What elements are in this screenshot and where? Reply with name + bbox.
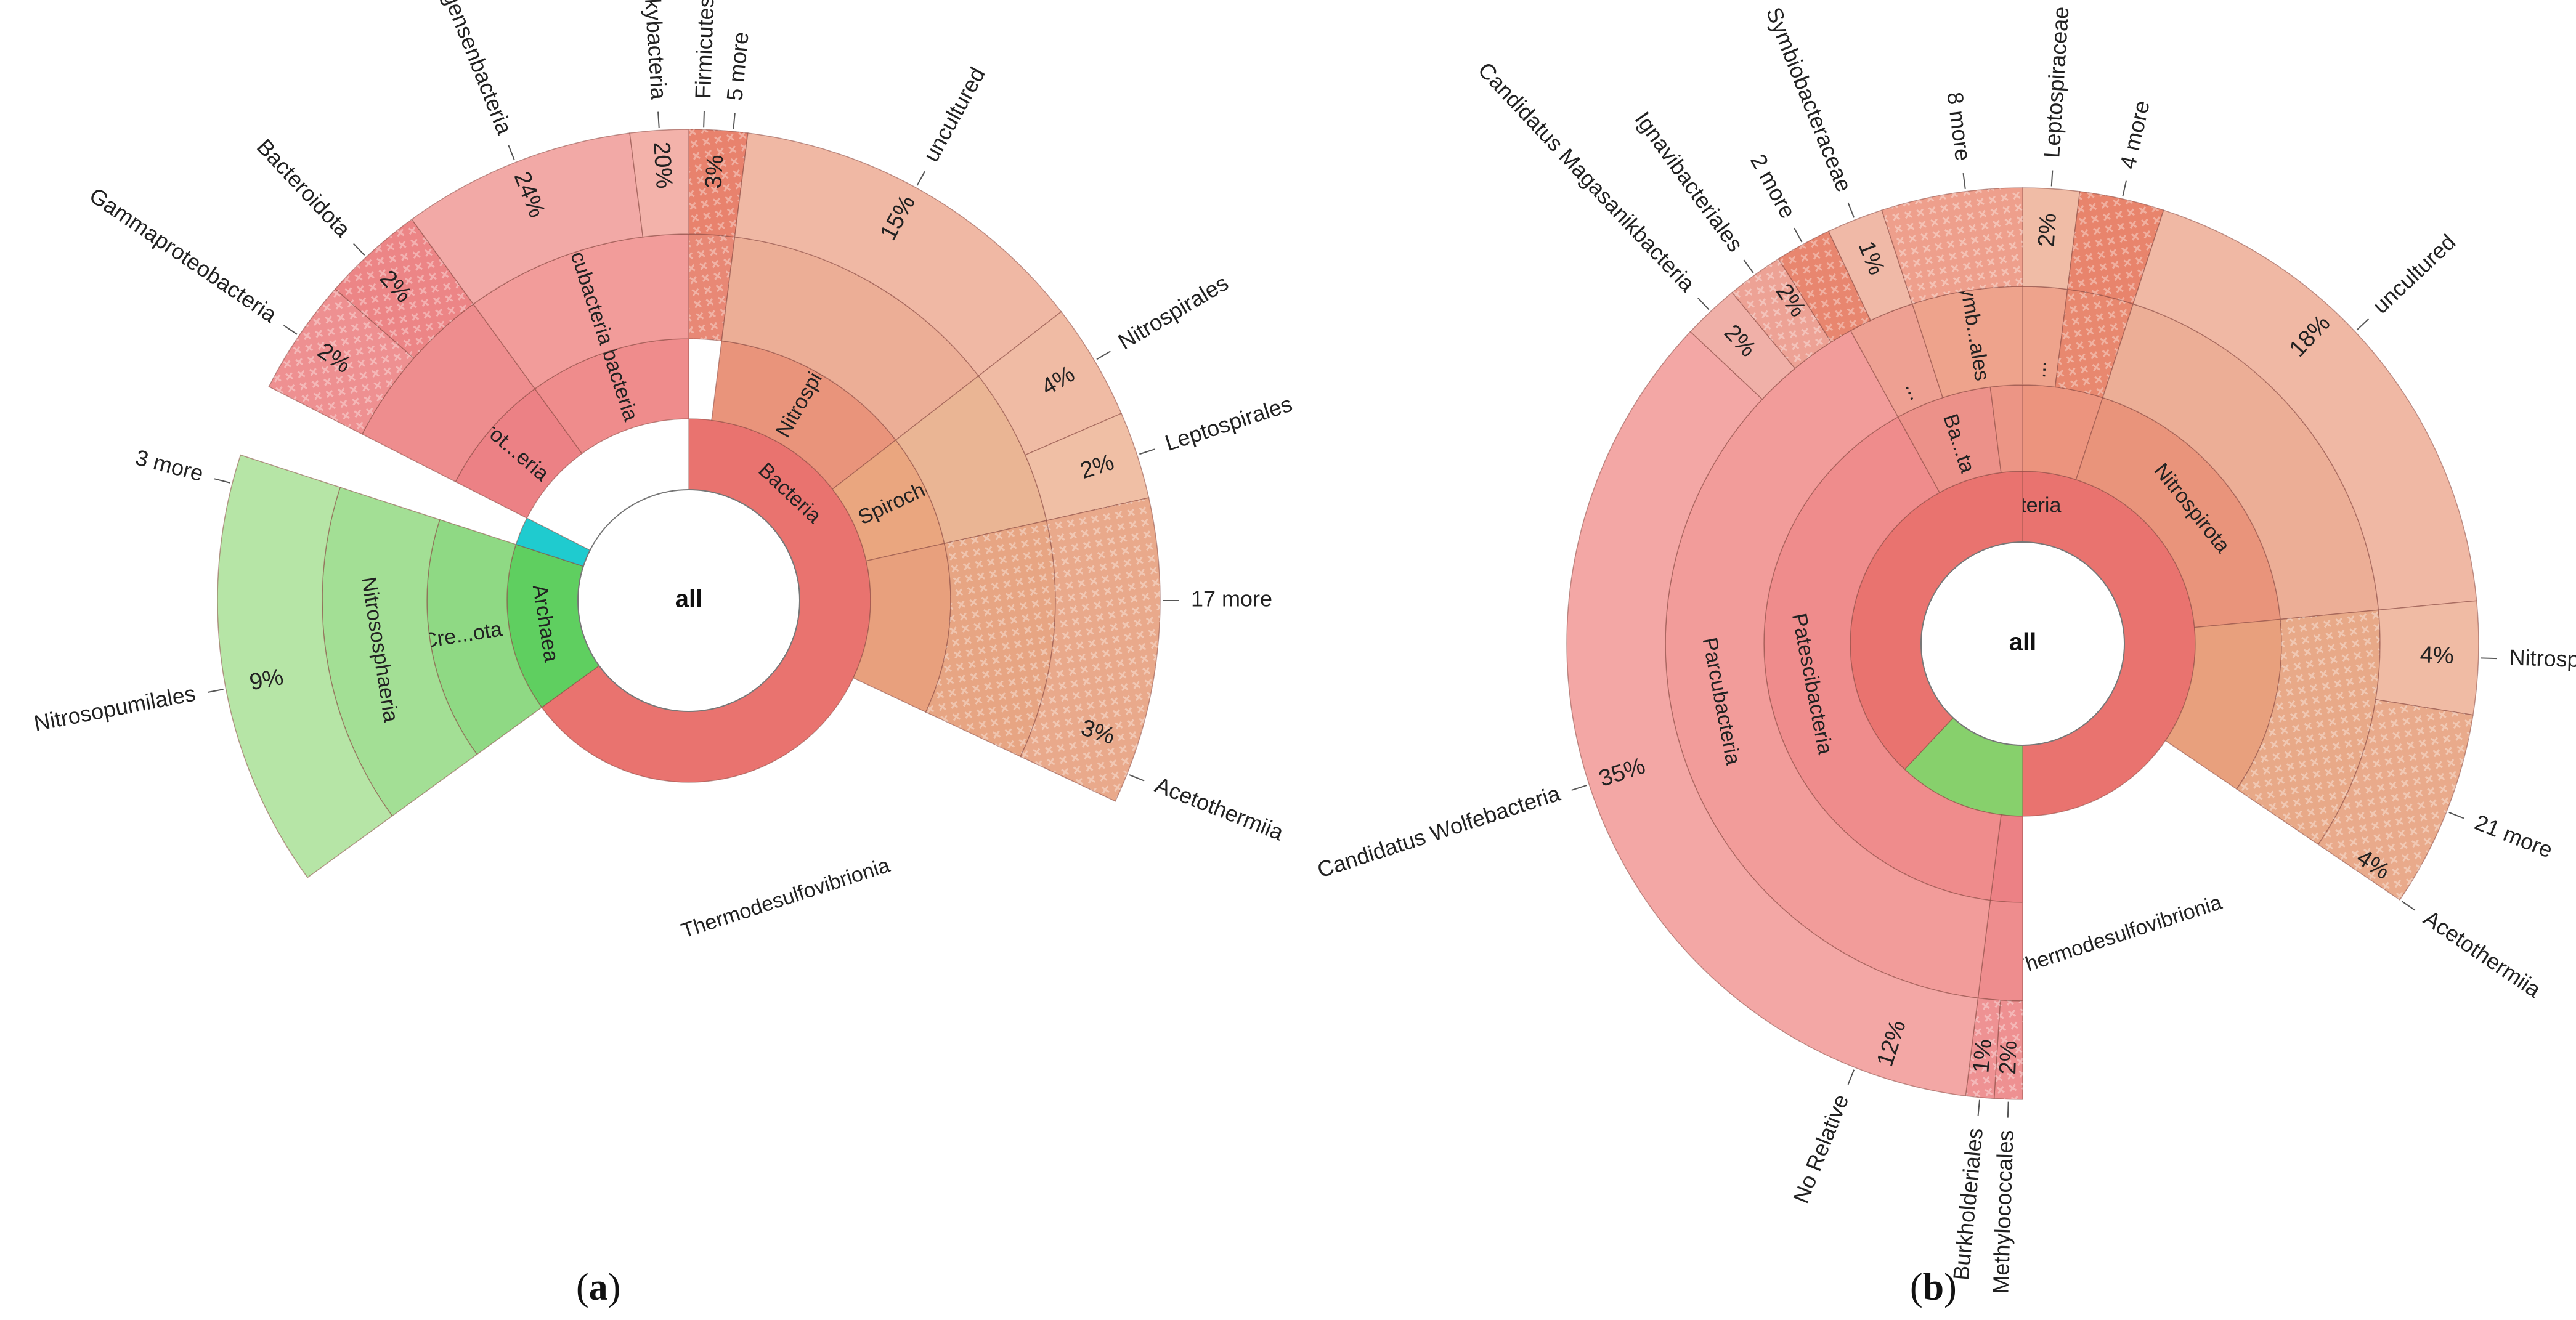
outer-label-uncultured: uncultured	[918, 63, 990, 166]
outer-label-gammaproteobacteria: Gammaproteobacteria	[85, 182, 282, 328]
leader-line	[1847, 1069, 1855, 1085]
panel-label-b: (b)	[1910, 1266, 1957, 1308]
outer-label-burkholderiales: Burkholderiales	[1948, 1127, 1988, 1281]
segment-hatch-ignavibacteriales	[1732, 259, 1832, 369]
segment-nitrosopumilales-ring4[interactable]	[217, 454, 393, 878]
segment-hatch-unnamed	[2055, 289, 2134, 398]
segment-hatch-unnamed	[2067, 191, 2164, 304]
outer-label-firmicutes: Firmicutes	[690, 0, 718, 99]
segment-label-unnamed: ...	[2026, 360, 2051, 379]
outer-label-2-more: 2 more	[1745, 150, 1801, 222]
leader-line	[1962, 172, 1966, 189]
segment-hatch-unnamed	[2318, 699, 2473, 900]
leader-line	[508, 145, 515, 161]
leader-line	[353, 243, 365, 256]
sunburst-chart-a: BacteriaArchaeaNitrospirotaSpirochaetota…	[32, 0, 1296, 943]
leader-line	[214, 478, 230, 484]
leader-line	[2007, 1101, 2009, 1118]
percent-label: 1%	[1968, 1038, 1997, 1074]
segment-hatch-unnamed	[1020, 498, 1160, 801]
outer-label-no-relative: No Relative	[1788, 1091, 1854, 1207]
leader-line	[207, 689, 224, 693]
leader-line	[1977, 1099, 1980, 1116]
leader-line	[2050, 170, 2054, 187]
outer-label-acetothermiia: Acetothermiia	[1152, 772, 1288, 846]
outer-label-candidatus-wolfebacteria: Candidatus Wolfebacteria	[1314, 780, 1564, 882]
percent-label: 3%	[701, 154, 728, 189]
segment-candidatus-wolfebacteria-ring4[interactable]	[1566, 331, 1979, 1096]
segment-hatch-gammaproteobacteria	[269, 289, 414, 434]
outer-label-5-more: 5 more	[721, 31, 753, 102]
center-label: all	[2009, 629, 2036, 656]
center-label: all	[675, 586, 702, 613]
leader-line	[1571, 784, 1587, 791]
segment-hatch-unnamed	[2237, 610, 2380, 845]
segment-hatch-unnamed	[1882, 188, 2023, 304]
percent-label: 2%	[1995, 1040, 2022, 1075]
leader-line	[2448, 811, 2464, 819]
outer-label-acetothermiia: Acetothermiia	[2420, 905, 2546, 1003]
percent-label: 20%	[648, 141, 677, 190]
outer-label-4-more: 4 more	[2115, 99, 2154, 171]
outer-label-3-more: 3 more	[133, 445, 206, 487]
segment-uncultured-ring4[interactable]	[2132, 209, 2477, 611]
center-disc[interactable]	[1920, 541, 2125, 746]
segment-hatch-unnamed	[689, 234, 735, 341]
leader-line	[2356, 318, 2369, 331]
sunburst-chart-b: BacteriaNitrospirotaPatescibacteriaBa...…	[1314, 4, 2576, 1294]
leader-line	[1743, 259, 1754, 273]
percent-label: 4%	[2420, 642, 2454, 669]
outer-label-candidatus-magasanikbacteria: Candidatus Magasanikbacteria	[1473, 57, 1700, 297]
outer-label-nitrospiraceae: Nitrospiraceae	[2509, 644, 2576, 674]
outer-label-methylococcales: Methylococcales	[1988, 1130, 2018, 1294]
leader-line	[1697, 298, 1710, 310]
segment-hatch-burkholderiales	[1965, 998, 2001, 1099]
leader-line	[733, 113, 736, 129]
outer-label-nitrospirales: Nitrospirales	[1114, 270, 1233, 354]
outer-label-candidatus-yanofskybacteria: Candidatus Yanofskybacteria	[628, 0, 672, 101]
segment-hatch-bacteroidota	[335, 219, 474, 358]
leader-line	[1847, 202, 1855, 218]
segment-hatch-unnamed	[1778, 231, 1871, 342]
outer-label-uncultured: uncultured	[2368, 229, 2461, 318]
outer-label-nitrosopumilales: Nitrosopumilales	[32, 681, 198, 736]
leader-line	[1139, 448, 1155, 455]
segment-hatch-unnamed	[925, 520, 1055, 757]
leader-line	[1096, 350, 1111, 360]
leader-line	[916, 171, 925, 186]
outer-label-bacteroidota: Bacteroidota	[252, 134, 356, 242]
segment-hatch-unnamed	[689, 129, 748, 237]
outer-label-21-more: 21 more	[2471, 809, 2556, 863]
outer-label-leptospirales: Leptospirales	[1162, 391, 1295, 456]
outer-label-leptospiraceae: Leptospiraceae	[2039, 6, 2073, 158]
leader-line	[2122, 180, 2127, 197]
outer-label-8-more: 8 more	[1943, 91, 1977, 162]
segment-label-thermodesulfovibrionia: Thermodesulfovibrionia	[678, 853, 893, 942]
leader-line	[1129, 774, 1145, 782]
outer-label-17-more: 17 more	[1191, 586, 1272, 612]
percent-label: 2%	[2034, 213, 2062, 248]
leader-line	[283, 325, 298, 335]
outer-label-candidatus-jorgensenbacteria: Candidatus Jorgensenbacteria	[383, 0, 518, 139]
leader-line	[2401, 901, 2416, 911]
segment-candidatus-yanofskybacteria-ring4[interactable]	[629, 129, 689, 238]
segment-hatch-methylococcales	[1994, 1000, 2023, 1100]
center-disc[interactable]	[577, 489, 800, 712]
percent-label: 9%	[248, 664, 286, 696]
segment-label-thermodesulfovibrionia: Thermodesulfovibrionia	[2010, 891, 2225, 980]
leader-line	[657, 111, 660, 128]
leader-line	[1794, 227, 1803, 243]
panel-label-a: (a)	[576, 1266, 621, 1308]
